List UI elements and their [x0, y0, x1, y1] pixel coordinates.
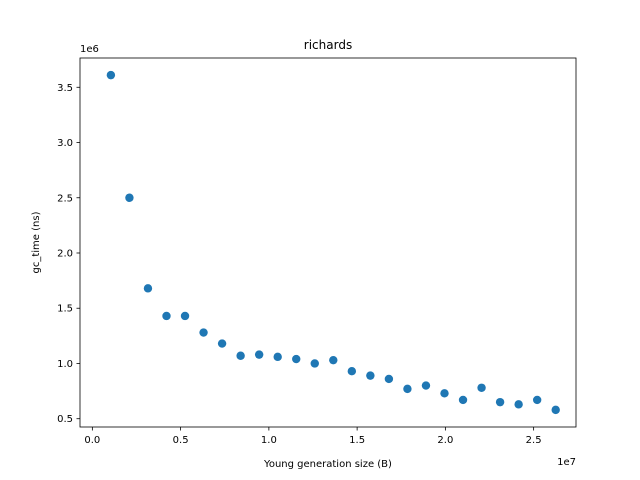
- data-point: [329, 355, 338, 365]
- data-point: [273, 352, 282, 362]
- chart-title: richards: [304, 38, 352, 52]
- x-tick-label: 1.0: [261, 435, 277, 446]
- data-point: [384, 374, 394, 384]
- x-tick-label: 0.5: [173, 435, 189, 446]
- data-point: [495, 397, 505, 407]
- y-tick-label: 3.0: [57, 138, 73, 149]
- data-point: [310, 359, 319, 368]
- y-tick-label: 0.5: [57, 414, 73, 425]
- data-point: [532, 395, 542, 405]
- x-offset-label: 1e7: [557, 457, 576, 468]
- data-point: [551, 405, 560, 415]
- data-point: [143, 284, 153, 293]
- y-tick-label: 2.0: [57, 248, 73, 259]
- y-tick-label: 3.5: [57, 83, 73, 94]
- data-point: [440, 389, 449, 398]
- data-point: [292, 354, 301, 364]
- data-point: [162, 311, 171, 321]
- y-offset-label: 1e6: [80, 44, 99, 55]
- data-point: [180, 311, 190, 321]
- plot-area: [79, 57, 577, 428]
- x-axis-label: Young generation size (B): [263, 459, 392, 470]
- x-tick-label: 1.5: [349, 435, 365, 446]
- data-point: [199, 328, 208, 337]
- data-point: [106, 70, 116, 80]
- x-tick-label: 0.0: [84, 435, 100, 446]
- data-point: [421, 381, 431, 390]
- data-point: [458, 395, 468, 405]
- y-tick-label: 2.5: [57, 193, 73, 204]
- data-point: [514, 400, 523, 409]
- x-tick-label: 2.0: [437, 435, 453, 446]
- y-tick-label: 1.0: [57, 359, 73, 370]
- y-axis-label: gc_time (ns): [31, 211, 42, 273]
- data-point: [366, 371, 375, 380]
- data-point: [125, 193, 134, 202]
- x-axis: 0.0 0.5 1.0 1.5 2.0 2.5: [84, 427, 542, 446]
- data-point: [236, 351, 245, 360]
- data-point: [217, 339, 227, 348]
- data-point: [254, 350, 264, 359]
- y-axis: 0.5 1.0 1.5 2.0 2.5 3.0 3.5: [57, 83, 80, 425]
- data-points: [106, 70, 560, 415]
- y-tick-label: 1.5: [57, 304, 73, 315]
- data-point: [477, 383, 486, 392]
- data-point: [403, 384, 412, 394]
- x-tick-label: 2.5: [526, 435, 542, 446]
- data-point: [347, 367, 357, 376]
